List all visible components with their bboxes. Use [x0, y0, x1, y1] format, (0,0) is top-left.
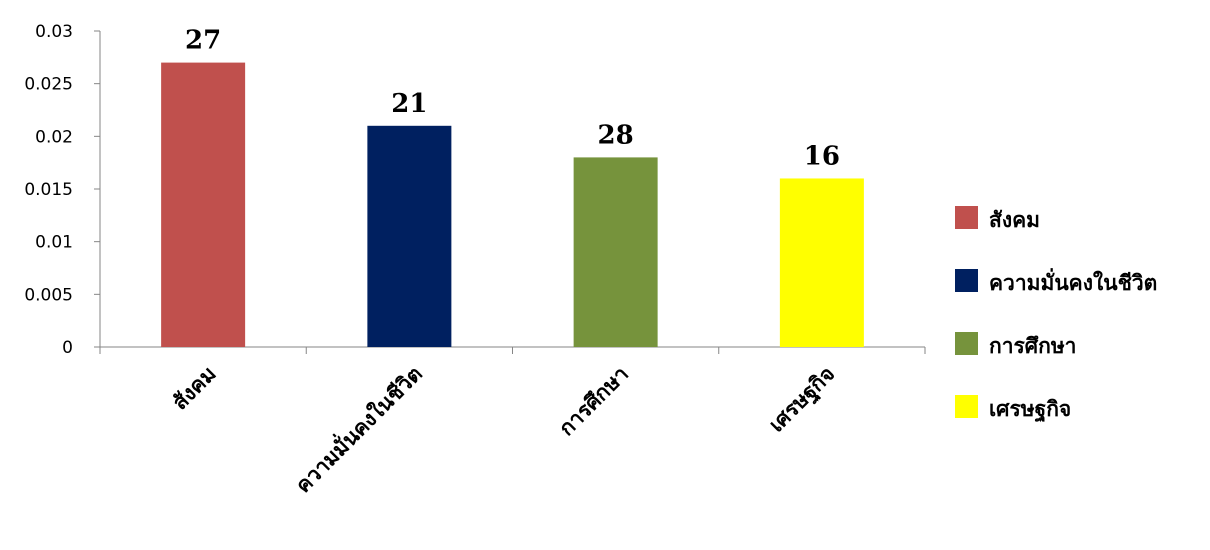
y-tick-label: 0.01: [35, 233, 73, 253]
y-tick-label: 0.025: [24, 75, 73, 95]
bar: [573, 157, 658, 347]
y-tick-label: 0.02: [35, 127, 73, 147]
x-tick-label: ความมั่นคงในชีวิต: [288, 359, 427, 498]
data-label: 21: [391, 89, 427, 119]
data-label: 28: [598, 120, 634, 150]
bar: [779, 178, 864, 347]
legend-label: การศึกษา: [989, 334, 1076, 358]
data-label: 27: [185, 26, 221, 56]
y-tick-label: 0.005: [24, 285, 73, 305]
y-tick-label: 0.015: [24, 180, 73, 200]
legend-label: เศรษฐกิจ: [989, 397, 1071, 423]
legend-swatch: [955, 269, 978, 292]
legend-swatch: [955, 395, 978, 418]
legend-label: ความมั่นคงในชีวิต: [989, 267, 1157, 295]
chart-axes: 0 0.005 0.01 0.015 0.02 0.025 0.03: [24, 22, 926, 358]
x-tick-label: สังคม: [168, 362, 221, 415]
legend-swatch: [955, 332, 978, 355]
data-label: 16: [804, 141, 840, 171]
chart-labels: 27 สังคม 21 ความมั่นคงในชีวิต 28 การศึกษา 16 เศ…: [168, 26, 841, 498]
legend-label: สังคม: [989, 208, 1040, 232]
x-tick-label: การศึกษา: [554, 362, 633, 441]
y-tick-label: 0.03: [35, 22, 73, 42]
y-tick-label: 0: [62, 338, 73, 358]
legend-swatch: [955, 206, 978, 229]
bar: [367, 125, 452, 347]
chart-bars: [161, 62, 864, 347]
x-tick-label: เศรษฐกิจ: [764, 362, 841, 439]
bar: [161, 62, 246, 347]
